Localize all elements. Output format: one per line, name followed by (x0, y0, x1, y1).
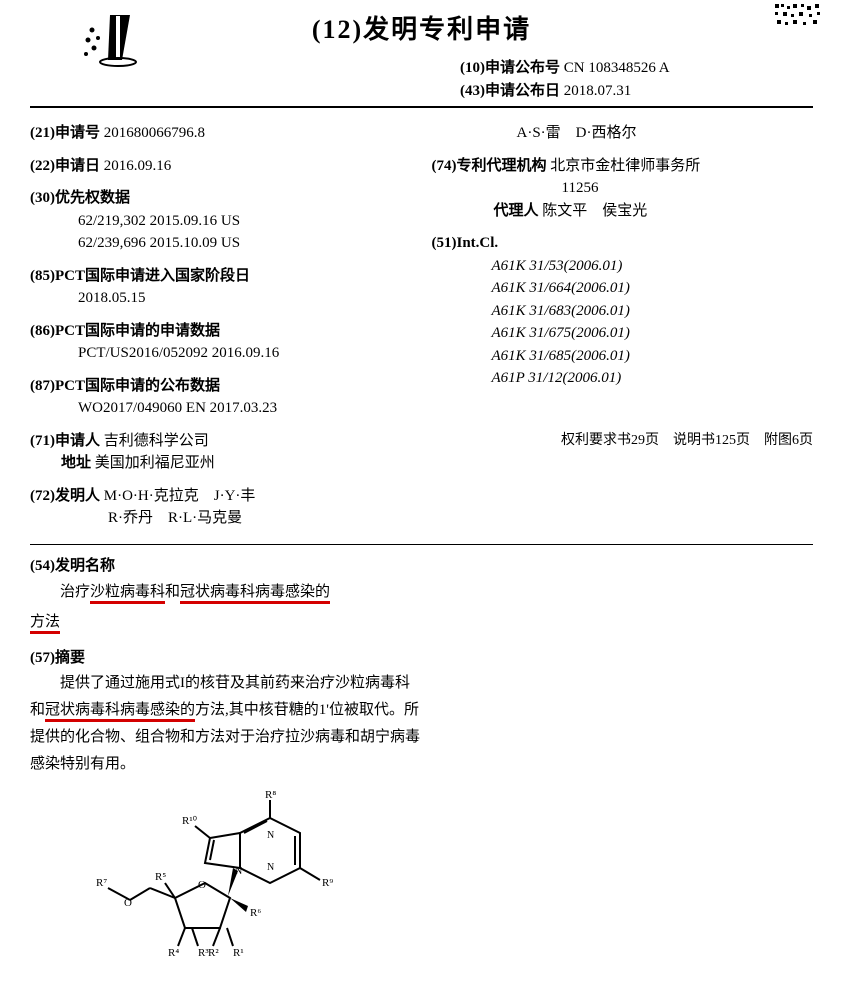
chemical-structure: O R⁸ R⁹ R¹⁰ R⁶ R⁵ R⁴ R³ R² R¹ R⁷ O N N N (70, 788, 813, 966)
f87-value: WO2017/049060 EN 2017.03.23 (78, 397, 412, 420)
title-underline3: 方法 (30, 614, 60, 634)
svg-text:N: N (267, 830, 274, 841)
f72-label: (72)发明人 (30, 488, 100, 504)
ipc-4: A61K 31/685(2006.01) (492, 345, 814, 368)
document-header: (12)发明专利申请 (30, 10, 813, 49)
sipo-logo (80, 10, 150, 78)
svg-text:R¹: R¹ (233, 947, 244, 958)
f71-label: (71)申请人 (30, 433, 100, 449)
right-column: A·S·雷 D·西格尔 (74)专利代理机构 北京市金杜律师事务所 11256 … (432, 112, 814, 540)
f51-label: (51)Int.Cl. (432, 232, 814, 255)
divider-mid (30, 544, 813, 545)
f22-value: 2016.09.16 (104, 158, 172, 174)
publication-info: (10)申请公布号 CN 108348526 A (43)申请公布日 2018.… (460, 57, 813, 102)
pct-application-data-field: (86)PCT国际申请的申请数据 PCT/US2016/052092 2016.… (30, 320, 412, 365)
f85-value: 2018.05.15 (78, 287, 412, 310)
bibliographic-columns: (21)申请号 201680066796.8 (22)申请日 2016.09.1… (30, 112, 813, 540)
ipc-field: (51)Int.Cl. A61K 31/53(2006.01) A61K 31/… (432, 232, 814, 390)
f74-label: (74)专利代理机构 (432, 158, 547, 174)
abs-underline1: 冠状病毒科病毒感染的 (45, 702, 195, 722)
pct-national-entry-field: (85)PCT国际申请进入国家阶段日 2018.05.15 (30, 265, 412, 310)
pub-date-label: (43)申请公布日 (460, 83, 560, 99)
svg-text:R²: R² (208, 947, 219, 958)
left-column: (21)申请号 201680066796.8 (22)申请日 2016.09.1… (30, 112, 412, 540)
f30-line1: 62/219,302 2015.09.16 US (78, 210, 412, 233)
pct-publication-data-field: (87)PCT国际申请的公布数据 WO2017/049060 EN 2017.0… (30, 375, 412, 420)
inventors-field: (72)发明人 M·O·H·克拉克 J·Y·丰 R·乔丹 R·L·马克曼 (30, 485, 412, 530)
f87-label: (87)PCT国际申请的公布数据 (30, 375, 412, 398)
applicant-field: (71)申请人 吉利德科学公司 地址 美国加利福尼亚州 (30, 430, 412, 475)
f30-line2: 62/239,696 2015.10.09 US (78, 232, 412, 255)
f71-value: 吉利德科学公司 (104, 433, 209, 449)
svg-text:O: O (198, 879, 206, 891)
svg-text:R⁵: R⁵ (155, 871, 166, 883)
priority-data-field: (30)优先权数据 62/219,302 2015.09.16 US 62/23… (30, 187, 412, 255)
svg-text:R⁸: R⁸ (265, 789, 276, 801)
title-underline2: 冠状病毒科病毒感染的 (180, 584, 330, 604)
svg-text:N: N (235, 866, 242, 877)
svg-text:R¹⁰: R¹⁰ (182, 815, 198, 827)
svg-text:O: O (124, 897, 132, 909)
f71-addr: 美国加利福尼亚州 (95, 455, 215, 471)
title-underline1: 沙粒病毒科 (90, 584, 165, 604)
svg-text:N: N (267, 862, 274, 873)
f21-value: 201680066796.8 (104, 125, 205, 141)
f74-code: 11256 (562, 177, 814, 200)
f85-label: (85)PCT国际申请进入国家阶段日 (30, 265, 412, 288)
invention-title-field: (54)发明名称 治疗沙粒病毒科和冠状病毒科病毒感染的方法 (30, 555, 813, 638)
title-part2: 和 (165, 584, 180, 600)
title-part1: 治疗 (60, 584, 90, 600)
page-counts: 权利要求书29页 说明书125页 附图6页 (432, 430, 814, 451)
pub-date: 2018.07.31 (564, 83, 632, 99)
agent-org-field: (74)专利代理机构 北京市金杜律师事务所 11256 代理人 陈文平 侯宝光 (432, 155, 814, 223)
divider-top (30, 106, 813, 108)
agent-label: 代理人 (494, 203, 539, 219)
ipc-1: A61K 31/664(2006.01) (492, 277, 814, 300)
f74-value: 北京市金杜律师事务所 (550, 158, 700, 174)
f57-label: (57)摘要 (30, 647, 813, 670)
invention-title: 治疗沙粒病毒科和冠状病毒科病毒感染的方法 (30, 577, 420, 637)
f54-label: (54)发明名称 (30, 555, 813, 578)
f21-label: (21)申请号 (30, 125, 100, 141)
svg-text:R⁹: R⁹ (322, 877, 333, 889)
f30-label: (30)优先权数据 (30, 187, 412, 210)
application-date-field: (22)申请日 2016.09.16 (30, 155, 412, 178)
ipc-0: A61K 31/53(2006.01) (492, 255, 814, 278)
svg-text:R⁷: R⁷ (96, 877, 107, 889)
application-number-field: (21)申请号 201680066796.8 (30, 122, 412, 145)
f86-label: (86)PCT国际申请的申请数据 (30, 320, 412, 343)
agent-value: 陈文平 侯宝光 (542, 203, 647, 219)
f71-addr-label: 地址 (61, 455, 91, 471)
svg-text:R⁴: R⁴ (168, 947, 179, 958)
f72-line2: R·乔丹 R·L·马克曼 (108, 507, 412, 530)
ipc-5: A61P 31/12(2006.01) (492, 367, 814, 390)
f86-value: PCT/US2016/052092 2016.09.16 (78, 342, 412, 365)
abstract-text: 提供了通过施用式I的核苷及其前药来治疗沙粒病毒科和冠状病毒科病毒感染的方法,其中… (30, 670, 420, 778)
qr-code (773, 2, 823, 38)
abstract-field: (57)摘要 提供了通过施用式I的核苷及其前药来治疗沙粒病毒科和冠状病毒科病毒感… (30, 647, 813, 778)
pub-number-label: (10)申请公布号 (460, 60, 560, 76)
document-kind-title: (12)发明专利申请 (312, 10, 531, 49)
ipc-2: A61K 31/683(2006.01) (492, 300, 814, 323)
svg-text:R⁶: R⁶ (250, 907, 261, 919)
inventors-continued: A·S·雷 D·西格尔 (517, 122, 814, 145)
f22-label: (22)申请日 (30, 158, 100, 174)
f72-line1: M·O·H·克拉克 J·Y·丰 (104, 488, 256, 504)
pub-number: CN 108348526 A (564, 60, 670, 76)
ipc-3: A61K 31/675(2006.01) (492, 322, 814, 345)
